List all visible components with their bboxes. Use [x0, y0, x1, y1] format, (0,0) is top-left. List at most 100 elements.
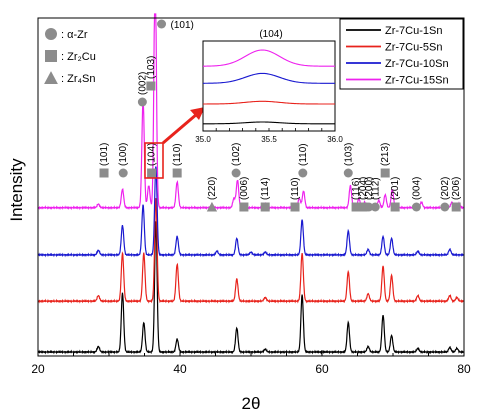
- peak-label: (213): [380, 143, 391, 166]
- inset-line-4: [202, 49, 335, 67]
- inset: 35.0 35.5 36.0 (104): [144, 29, 343, 179]
- peak-label: (116): [351, 177, 362, 200]
- peak-label: (004): [411, 177, 422, 200]
- circle-marker-icon: [231, 168, 241, 178]
- peak-annotation: (112): [370, 177, 381, 212]
- square-marker-icon: [239, 202, 249, 212]
- peak-label: (006): [239, 177, 250, 200]
- circle-marker-icon: [343, 168, 353, 178]
- legend-label: Zr-7Cu-1Sn: [385, 25, 442, 37]
- triangle-marker-icon: [44, 71, 58, 84]
- highlight-box: [144, 142, 164, 179]
- peak-annotation: (103): [146, 56, 157, 91]
- peak-label: (110): [172, 143, 183, 166]
- peak-annotation: (101): [99, 143, 110, 178]
- peak-label: (100): [118, 143, 129, 166]
- series-line-3: [37, 166, 465, 258]
- peak-annotation: (101): [157, 19, 194, 31]
- legend-label: Zr-7Cu-15Sn: [385, 75, 449, 87]
- square-marker-icon: [146, 81, 156, 91]
- square-marker-icon: [290, 202, 300, 212]
- inset-line-3: [202, 72, 335, 84]
- peak-annotation: (110): [172, 143, 183, 178]
- highlight-arrow: [162, 112, 198, 145]
- peak-annotation: (110): [290, 177, 301, 212]
- phase-label: : α-Zr: [61, 29, 88, 41]
- peak-label: (114): [260, 177, 271, 200]
- peak-annotation: (200): [364, 177, 375, 212]
- arrow-head-icon: [190, 107, 205, 120]
- square-marker-icon: [358, 202, 368, 212]
- peak-label: (101): [99, 143, 110, 166]
- x-tick-label: 80: [457, 362, 471, 376]
- peak-annotation: (006): [239, 177, 250, 212]
- legend-label: Zr-7Cu-10Sn: [385, 58, 449, 70]
- peak-label: (103): [343, 143, 354, 166]
- peak-annotation: (202): [440, 177, 451, 212]
- inset-line-2: [203, 100, 335, 105]
- peak-annotation: (100): [118, 143, 129, 178]
- peak-label: (103): [146, 56, 157, 79]
- square-marker-icon: [99, 168, 109, 178]
- peak-label: (204): [358, 177, 369, 200]
- circle-marker-icon: [440, 202, 450, 212]
- peak-annotation: (201): [390, 177, 401, 212]
- peak-label: (206): [451, 177, 462, 200]
- peak-label: (110): [298, 143, 309, 166]
- axes-layer: 20 40 60 80: [31, 350, 471, 376]
- square-marker-icon: [351, 202, 361, 212]
- phase-label: : Zr₂Cu: [61, 51, 96, 63]
- series-line-2: [37, 198, 465, 304]
- circle-marker-icon: [118, 168, 128, 178]
- peak-label: (101): [171, 20, 194, 31]
- inset-frame: [202, 40, 336, 132]
- series-legend: Zr-7Cu-1Sn Zr-7Cu-5Sn Zr-7Cu-10Sn Zr-7Cu-15…: [339, 18, 464, 90]
- peak-annotation: (110): [298, 143, 309, 178]
- peak-label: (200): [364, 177, 375, 200]
- square-marker-icon: [260, 202, 270, 212]
- peak-label: (202): [440, 177, 451, 200]
- series-layer: [37, 13, 465, 355]
- peak-annotation: (114): [260, 177, 271, 212]
- peak-label: (102): [231, 143, 242, 166]
- peak-label: (201): [390, 177, 401, 200]
- x-tick-label: 40: [173, 362, 187, 376]
- circle-marker-icon: [298, 168, 308, 178]
- circle-marker-icon: [45, 28, 57, 40]
- peak-annotation: (220): [206, 177, 218, 212]
- square-marker-icon: [390, 202, 400, 212]
- peak-annotation: (206): [451, 177, 462, 212]
- square-marker-icon: [172, 168, 182, 178]
- peak-annotation: (204): [358, 177, 369, 212]
- square-marker-icon: [451, 202, 461, 212]
- circle-marker-icon: [364, 202, 374, 212]
- peak-label: (002): [137, 72, 148, 95]
- inset-tick-label: 35.5: [261, 135, 277, 144]
- phase-legend: : α-Zr : Zr₂Cu : Zr₄Sn: [44, 28, 96, 85]
- peak-annotation: (213): [380, 143, 391, 178]
- square-marker-icon: [147, 168, 157, 178]
- peak-annotation: (102): [231, 143, 242, 178]
- peak-label: (220): [207, 177, 218, 200]
- peak-label: (110): [290, 177, 301, 200]
- inset-tick-label: 35.0: [195, 135, 211, 144]
- square-marker-icon: [380, 168, 390, 178]
- peak-label: (112): [370, 177, 381, 200]
- legend-label: Zr-7Cu-5Sn: [385, 42, 442, 54]
- circle-marker-icon: [411, 202, 421, 212]
- peak-label: (104): [147, 143, 158, 166]
- inset-tick-label: 36.0: [327, 135, 343, 144]
- peak-annotation: (002): [137, 72, 148, 107]
- peak-annotation: (116): [351, 177, 362, 212]
- series-line-4: [37, 13, 465, 211]
- series-line-1: [37, 221, 465, 355]
- annotation-layer: (101) (100)(002)(103)(104)(101)(110)(220)…: [99, 19, 462, 212]
- circle-marker-icon: [157, 19, 167, 29]
- circle-marker-icon: [370, 202, 380, 212]
- phase-label: : Zr₄Sn: [61, 73, 95, 85]
- peak-annotation: (104): [147, 143, 158, 178]
- triangle-marker-icon: [206, 201, 218, 212]
- inset-title: (104): [259, 29, 282, 40]
- inset-line-1: [202, 121, 335, 125]
